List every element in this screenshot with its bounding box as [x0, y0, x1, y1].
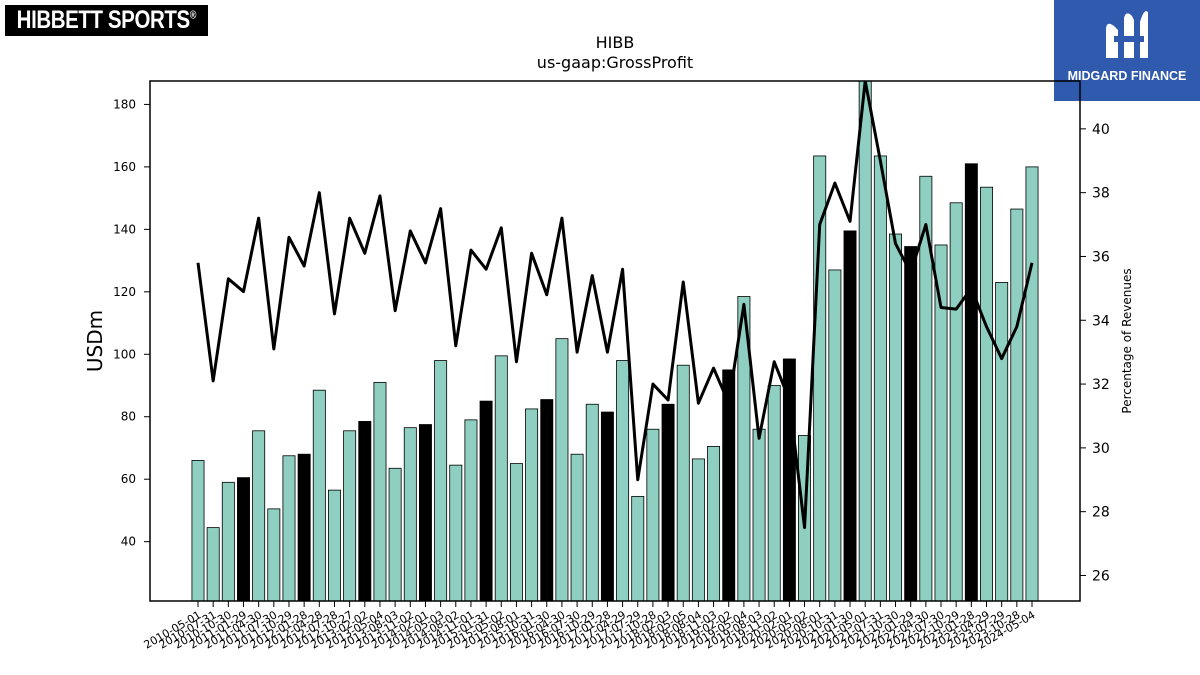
bar-2014-11-01	[464, 419, 478, 601]
y-tick-label: 180	[113, 97, 136, 111]
bar-2022-10-29	[949, 202, 963, 601]
y2-tick-label: 26	[1092, 568, 1110, 584]
y-tick-label: 100	[113, 347, 136, 361]
bar-2018-11-03	[707, 446, 721, 601]
bar-2020-02-01	[782, 358, 796, 601]
bar-2014-05-03	[434, 360, 448, 601]
hibbett-logo-text: HIBBETT SPORTS	[16, 6, 190, 34]
bar-2024-05-04	[1025, 166, 1039, 601]
bar-2010-10-30	[221, 481, 235, 601]
bar-2016-07-30	[570, 453, 584, 601]
chart-title: HIBB	[596, 33, 635, 52]
bar-series	[191, 81, 1039, 601]
bar-2017-01-28	[600, 411, 614, 601]
bar-2023-04-29	[980, 186, 993, 601]
bar-2015-01-31	[479, 400, 493, 601]
y2-tick-label: 32	[1092, 377, 1110, 393]
bar-2011-04-30	[252, 430, 266, 601]
bar-2020-10-31	[828, 269, 842, 601]
bar-2011-07-30	[267, 508, 281, 601]
y2-tick-label: 30	[1092, 441, 1110, 457]
bar-2016-01-30	[540, 399, 554, 601]
bar-2017-10-28	[646, 428, 660, 601]
bar-2019-05-04	[737, 296, 751, 601]
bar-2014-02-01	[418, 424, 432, 601]
bar-2016-04-30	[555, 338, 569, 601]
bar-2017-07-29	[631, 495, 645, 601]
bar-2015-10-31	[525, 408, 539, 601]
y-tick-label: 160	[113, 160, 136, 174]
bar-2022-01-29	[904, 246, 918, 601]
bar-2015-05-02	[494, 355, 508, 601]
y2-tick-label: 38	[1092, 186, 1110, 202]
bar-2010-05-01	[191, 460, 205, 601]
y-tick-label: 140	[113, 222, 136, 236]
bar-2012-07-28	[328, 489, 341, 601]
hibbett-sports-logo: HIBBETT SPORTS®	[5, 5, 208, 36]
bar-2011-10-29	[282, 455, 296, 601]
y-tick-label: 60	[121, 472, 136, 486]
y2-tick-label: 36	[1092, 249, 1110, 265]
bar-2021-05-01	[858, 81, 872, 601]
bar-2014-08-02	[449, 464, 463, 601]
bar-2021-10-30	[889, 233, 902, 601]
bar-2023-10-28	[1010, 208, 1024, 601]
plot-frame	[149, 80, 1081, 602]
y-tick-label: 40	[121, 535, 136, 549]
bar-2012-04-28	[312, 389, 326, 601]
bar-2019-11-02	[767, 385, 781, 601]
right-y-axis: 26 28 30 32 34 36 38 40	[1080, 122, 1110, 584]
bar-2023-07-29	[995, 282, 1009, 601]
bar-2021-01-30	[843, 230, 857, 601]
bar-2017-04-29	[616, 360, 630, 601]
y-tick-label: 120	[113, 285, 136, 299]
midgard-logo-text: MIDGARD FINANCE	[1067, 69, 1187, 83]
percentage-line	[196, 81, 1034, 530]
bar-2019-08-03	[752, 428, 766, 601]
y2-axis-label: Percentage of Revenues	[1120, 268, 1134, 413]
bar-2013-11-02	[403, 427, 417, 601]
bar-2022-07-30	[934, 244, 948, 601]
bar-2018-02-03	[661, 403, 675, 601]
bar-2018-08-04	[691, 458, 705, 601]
x-axis: 2010-05-012010-07-312010-10-302011-01-29…	[142, 601, 1038, 652]
bar-2015-08-01	[509, 463, 523, 601]
registered-mark: ®	[189, 9, 197, 22]
y2-tick-label: 34	[1092, 313, 1110, 329]
y-axis-label: USDm	[83, 310, 107, 372]
left-y-axis: 40 60 80 100 120 140 160 180	[113, 97, 150, 549]
bar-2018-05-05	[676, 364, 690, 601]
bar-2012-10-27	[343, 430, 357, 601]
midgard-finance-logo: MIDGARD FINANCE	[1054, 0, 1200, 101]
percentage-line-series	[196, 81, 1034, 530]
y2-tick-label: 28	[1092, 505, 1110, 521]
y-tick-label: 80	[121, 410, 136, 424]
bar-2013-05-04	[373, 381, 387, 601]
bar-2013-02-02	[358, 421, 372, 601]
bar-2016-10-29	[585, 403, 599, 601]
y2-tick-label: 40	[1092, 122, 1110, 138]
chart-subtitle: us-gaap:GrossProfit	[537, 53, 693, 72]
bar-2010-07-31	[206, 527, 220, 601]
bar-2021-07-31	[873, 155, 887, 601]
bar-2023-01-28	[964, 163, 978, 601]
bar-2011-01-29	[237, 477, 250, 601]
bar-2012-01-28	[297, 453, 311, 601]
bar-2013-08-03	[388, 467, 402, 601]
bar-2019-02-02	[722, 369, 736, 601]
midgard-m-logo-icon	[1106, 11, 1148, 58]
